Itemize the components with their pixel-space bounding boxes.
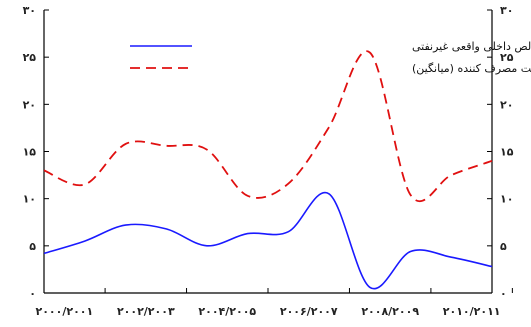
legend-label: تورم شاخص قیمت مصرف کننده (میانگین) [412, 62, 531, 75]
x-axis-ticks: ۲۰۰۰/۲۰۰۱ ۲۰۰۲/۲۰۰۳ ۲۰۰۴/۲۰۰۵ ۲۰۰۶/۲۰۰۷ ۲۰۰۸… [35, 288, 513, 318]
series-line-inflation [43, 50, 493, 203]
legend-label: تولید ناخالص داخلی واقعی غیرنفتی [412, 40, 531, 53]
y-tick-label: ۰ [29, 287, 36, 300]
y-tick-label: ۱۵ [23, 146, 37, 159]
x-tick-label: ۲۰۰۰/۲۰۰۱ [35, 305, 93, 318]
x-tick-label: ۲۰۰۲/۲۰۰۳ [117, 305, 175, 318]
y-tick-label: ۳۰ [23, 4, 36, 17]
right-y-axis-ticks: ۰ ۵ ۱۰ ۱۵ ۲۰ ۲۵ ۳۰ [487, 4, 514, 300]
chart-series [43, 50, 493, 290]
left-y-axis-ticks: ۰ ۵ ۱۰ ۱۵ ۲۰ ۲۵ ۳۰ [23, 4, 49, 300]
y-tick-label-right: ۵ [500, 240, 507, 253]
y-tick-label-right: ۲۵ [500, 51, 514, 64]
y-tick-label-right: ۱۵ [500, 146, 514, 159]
y-tick-label: ۱۰ [23, 193, 36, 206]
x-tick-label: ۲۰۱۰/۲۰۱۱ [443, 305, 501, 318]
y-tick-label-right: ۳۰ [500, 4, 513, 17]
y-tick-label-right: ۱۰ [500, 193, 513, 206]
y-tick-label: ۲۰ [23, 98, 36, 111]
x-tick-label: ۲۰۰۴/۲۰۰۵ [198, 305, 256, 318]
y-tick-label-right: ۲۰ [500, 98, 513, 111]
series-line-gdp [43, 191, 493, 290]
y-tick-label: ۲۵ [23, 51, 37, 64]
y-tick-label: ۵ [29, 240, 36, 253]
x-tick-label: ۲۰۰۸/۲۰۰۹ [361, 305, 419, 318]
y-tick-label-right: ۰ [500, 287, 507, 300]
x-tick-label: ۲۰۰۶/۲۰۰۷ [280, 305, 338, 318]
legend: تولید ناخالص داخلی واقعی غیرنفتی تورم شاخ… [130, 40, 531, 75]
